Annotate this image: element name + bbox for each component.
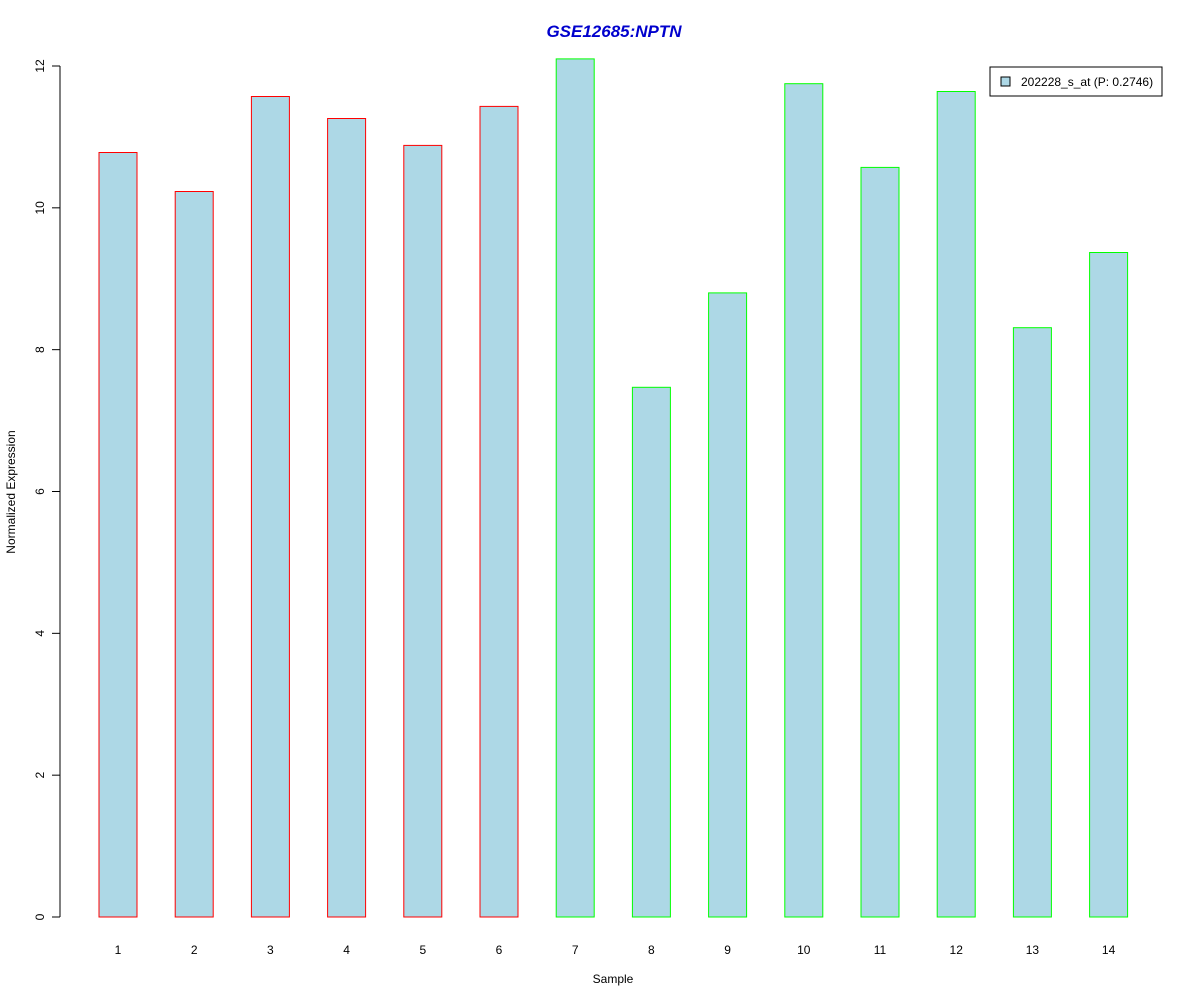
y-axis-tick-label: 12 (33, 59, 47, 73)
bar (1089, 252, 1129, 918)
x-axis-tick-label: 12 (950, 943, 964, 957)
bar (936, 91, 976, 918)
y-axis-label: Normalized Expression (4, 430, 18, 553)
y-axis-tick-label: 0 (33, 913, 47, 920)
bar (98, 152, 138, 918)
legend-box (989, 66, 1163, 97)
x-axis-tick-label: 4 (343, 943, 350, 957)
y-axis-tick-label: 6 (33, 488, 47, 495)
bar (860, 166, 900, 918)
bar (479, 105, 519, 918)
bar (174, 191, 214, 918)
y-axis-tick-label: 4 (33, 630, 47, 637)
bar (555, 58, 595, 918)
x-axis-tick-label: 3 (267, 943, 274, 957)
legend: 202228_s_at (P: 0.2746) (989, 66, 1163, 97)
x-axis-label: Sample (593, 972, 634, 986)
bar (708, 292, 748, 918)
x-axis-tick-label: 13 (1026, 943, 1040, 957)
bar (1012, 327, 1052, 918)
bar (403, 144, 443, 918)
x-axis-tick-label: 9 (724, 943, 731, 957)
x-axis-tick-label: 14 (1102, 943, 1116, 957)
bar (327, 118, 367, 918)
y-axis-tick-label: 10 (33, 201, 47, 215)
y-axis-tick-label: 2 (33, 772, 47, 779)
x-axis-tick-label: 10 (797, 943, 811, 957)
y-axis-tick-label: 8 (33, 346, 47, 353)
x-axis-tick-label: 5 (419, 943, 426, 957)
x-axis-tick-label: 11 (874, 943, 887, 957)
bar (631, 386, 671, 918)
legend-swatch (1000, 76, 1011, 87)
y-axis: 0 2 4 6 8 10 12 (33, 59, 61, 920)
x-axis-tick-label: 8 (648, 943, 655, 957)
x-axis-tick-label: 2 (191, 943, 198, 957)
chart-title: GSE12685:NPTN (546, 22, 682, 41)
bar (250, 96, 290, 918)
x-axis-tick-label: 6 (496, 943, 503, 957)
bars (98, 58, 1129, 918)
x-axis-tick-labels: 1 2 3 4 5 6 7 8 9 10 11 12 13 14 (115, 943, 1116, 957)
x-axis-tick-label: 1 (115, 943, 122, 957)
x-axis-tick-label: 7 (572, 943, 579, 957)
bar (784, 83, 824, 918)
legend-entry-label: 202228_s_at (P: 0.2746) (1021, 75, 1153, 89)
